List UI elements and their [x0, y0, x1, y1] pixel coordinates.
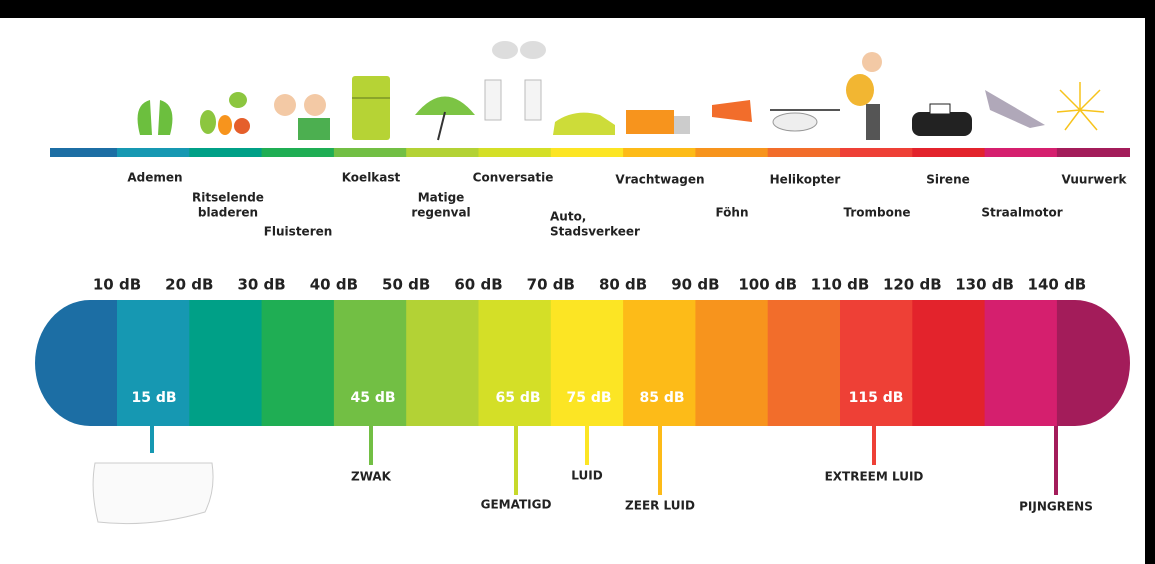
bar-segment	[623, 300, 696, 426]
bar-segment	[479, 148, 552, 157]
bar-segment	[768, 148, 841, 157]
icon-police-car	[912, 112, 972, 136]
scale-tick: 140 dB	[1028, 276, 1087, 294]
scale-tick: 10 dB	[93, 276, 141, 294]
scale-tick: 40 dB	[310, 276, 358, 294]
marker-label: 45 dB	[350, 390, 395, 406]
bar-segment	[840, 300, 913, 426]
icon-air-conditioner	[93, 463, 213, 524]
bar-segment	[406, 148, 479, 157]
source-label: regenval	[411, 206, 470, 220]
bar-segment	[262, 148, 335, 157]
bar-segment	[985, 148, 1058, 157]
threshold-label: PIJNGRENS	[1019, 500, 1093, 514]
icon-leaf	[200, 110, 216, 134]
scale-tick: 80 dB	[599, 276, 647, 294]
bar-segment	[695, 300, 768, 426]
marker-label: 15 dB	[131, 390, 176, 406]
icon-person	[298, 118, 330, 140]
icon-person	[304, 94, 326, 116]
icon-leaf	[229, 92, 247, 108]
source-label: Conversatie	[473, 171, 554, 185]
bar-segment	[623, 148, 696, 157]
source-label: bladeren	[198, 206, 258, 220]
bar-segment	[768, 300, 841, 426]
icon-person	[274, 94, 296, 116]
bar-segment	[695, 148, 768, 157]
icon-bubble	[520, 41, 546, 59]
thin-bar	[50, 148, 1130, 157]
icon-person	[485, 80, 501, 120]
scale-tick: 120 dB	[883, 276, 942, 294]
category-label: ZEER LUID	[625, 499, 695, 513]
bar-segment	[840, 148, 913, 157]
bar-segment	[334, 148, 407, 157]
bar-segment	[551, 300, 624, 426]
icon-leaf	[234, 118, 250, 134]
category-label: EXTREEM LUID	[825, 470, 924, 484]
scale-tick: 20 dB	[165, 276, 213, 294]
icon-person	[525, 80, 541, 120]
source-label: Vrachtwagen	[615, 173, 704, 187]
source-label: Föhn	[715, 206, 748, 220]
source-label: Koelkast	[342, 171, 401, 185]
bar-segment	[189, 148, 262, 157]
bar-segment	[50, 148, 117, 157]
scale-tick: 110 dB	[811, 276, 870, 294]
icon-truck	[626, 110, 674, 134]
source-label: Ademen	[127, 171, 182, 185]
marker-label: 65 dB	[495, 390, 540, 406]
scale-tick: 30 dB	[237, 276, 285, 294]
bar-segment	[406, 300, 479, 426]
bar-segment	[262, 300, 335, 426]
icon-helicopter	[773, 113, 817, 131]
category-label: GEMATIGD	[481, 498, 552, 512]
bar-segment	[1057, 148, 1130, 157]
bar-segment	[117, 148, 190, 157]
infographic: Ademen Ritselendebladeren Fluisteren Koelka…	[0, 0, 1145, 564]
marker-label: 75 dB	[566, 390, 611, 406]
source-label: Ritselende	[192, 191, 264, 205]
source-label: Auto,	[550, 210, 586, 224]
category-label: LUID	[571, 469, 602, 483]
source-label: Vuurwerk	[1062, 173, 1128, 187]
bar-segment	[985, 300, 1058, 426]
scale-tick: 130 dB	[955, 276, 1014, 294]
scale-tick: 100 dB	[738, 276, 797, 294]
bar-segment	[912, 148, 985, 157]
scale-tick: 90 dB	[671, 276, 719, 294]
bar-segment	[334, 300, 407, 426]
icon-fridge	[352, 76, 390, 140]
bar-segment	[551, 148, 624, 157]
source-label: Straalmotor	[981, 206, 1062, 220]
bar-segment	[189, 300, 262, 426]
bar-segment	[912, 300, 985, 426]
marker-label: 85 dB	[639, 390, 684, 406]
source-label: Helikopter	[770, 173, 841, 187]
source-label: Trombone	[843, 206, 910, 220]
icon-trombone	[846, 74, 874, 106]
bar-segment	[479, 300, 552, 426]
source-label: Sirene	[926, 173, 970, 187]
source-label: Fluisteren	[264, 225, 333, 239]
icon-leaf	[218, 115, 232, 135]
big-bar	[35, 300, 1130, 426]
icon-bubble	[492, 41, 518, 59]
icon-person	[866, 104, 880, 140]
source-label: Stadsverkeer	[550, 225, 640, 239]
source-label: Matige	[418, 191, 465, 205]
scale-tick: 60 dB	[454, 276, 502, 294]
icon-person	[862, 52, 882, 72]
bar-segment	[117, 300, 190, 426]
marker-label: 115 dB	[849, 390, 904, 406]
category-label: ZWAK	[351, 470, 392, 484]
icon-police-car	[930, 104, 950, 114]
icon-truck	[674, 116, 690, 134]
scale-tick: 50 dB	[382, 276, 430, 294]
scale-tick: 70 dB	[527, 276, 575, 294]
